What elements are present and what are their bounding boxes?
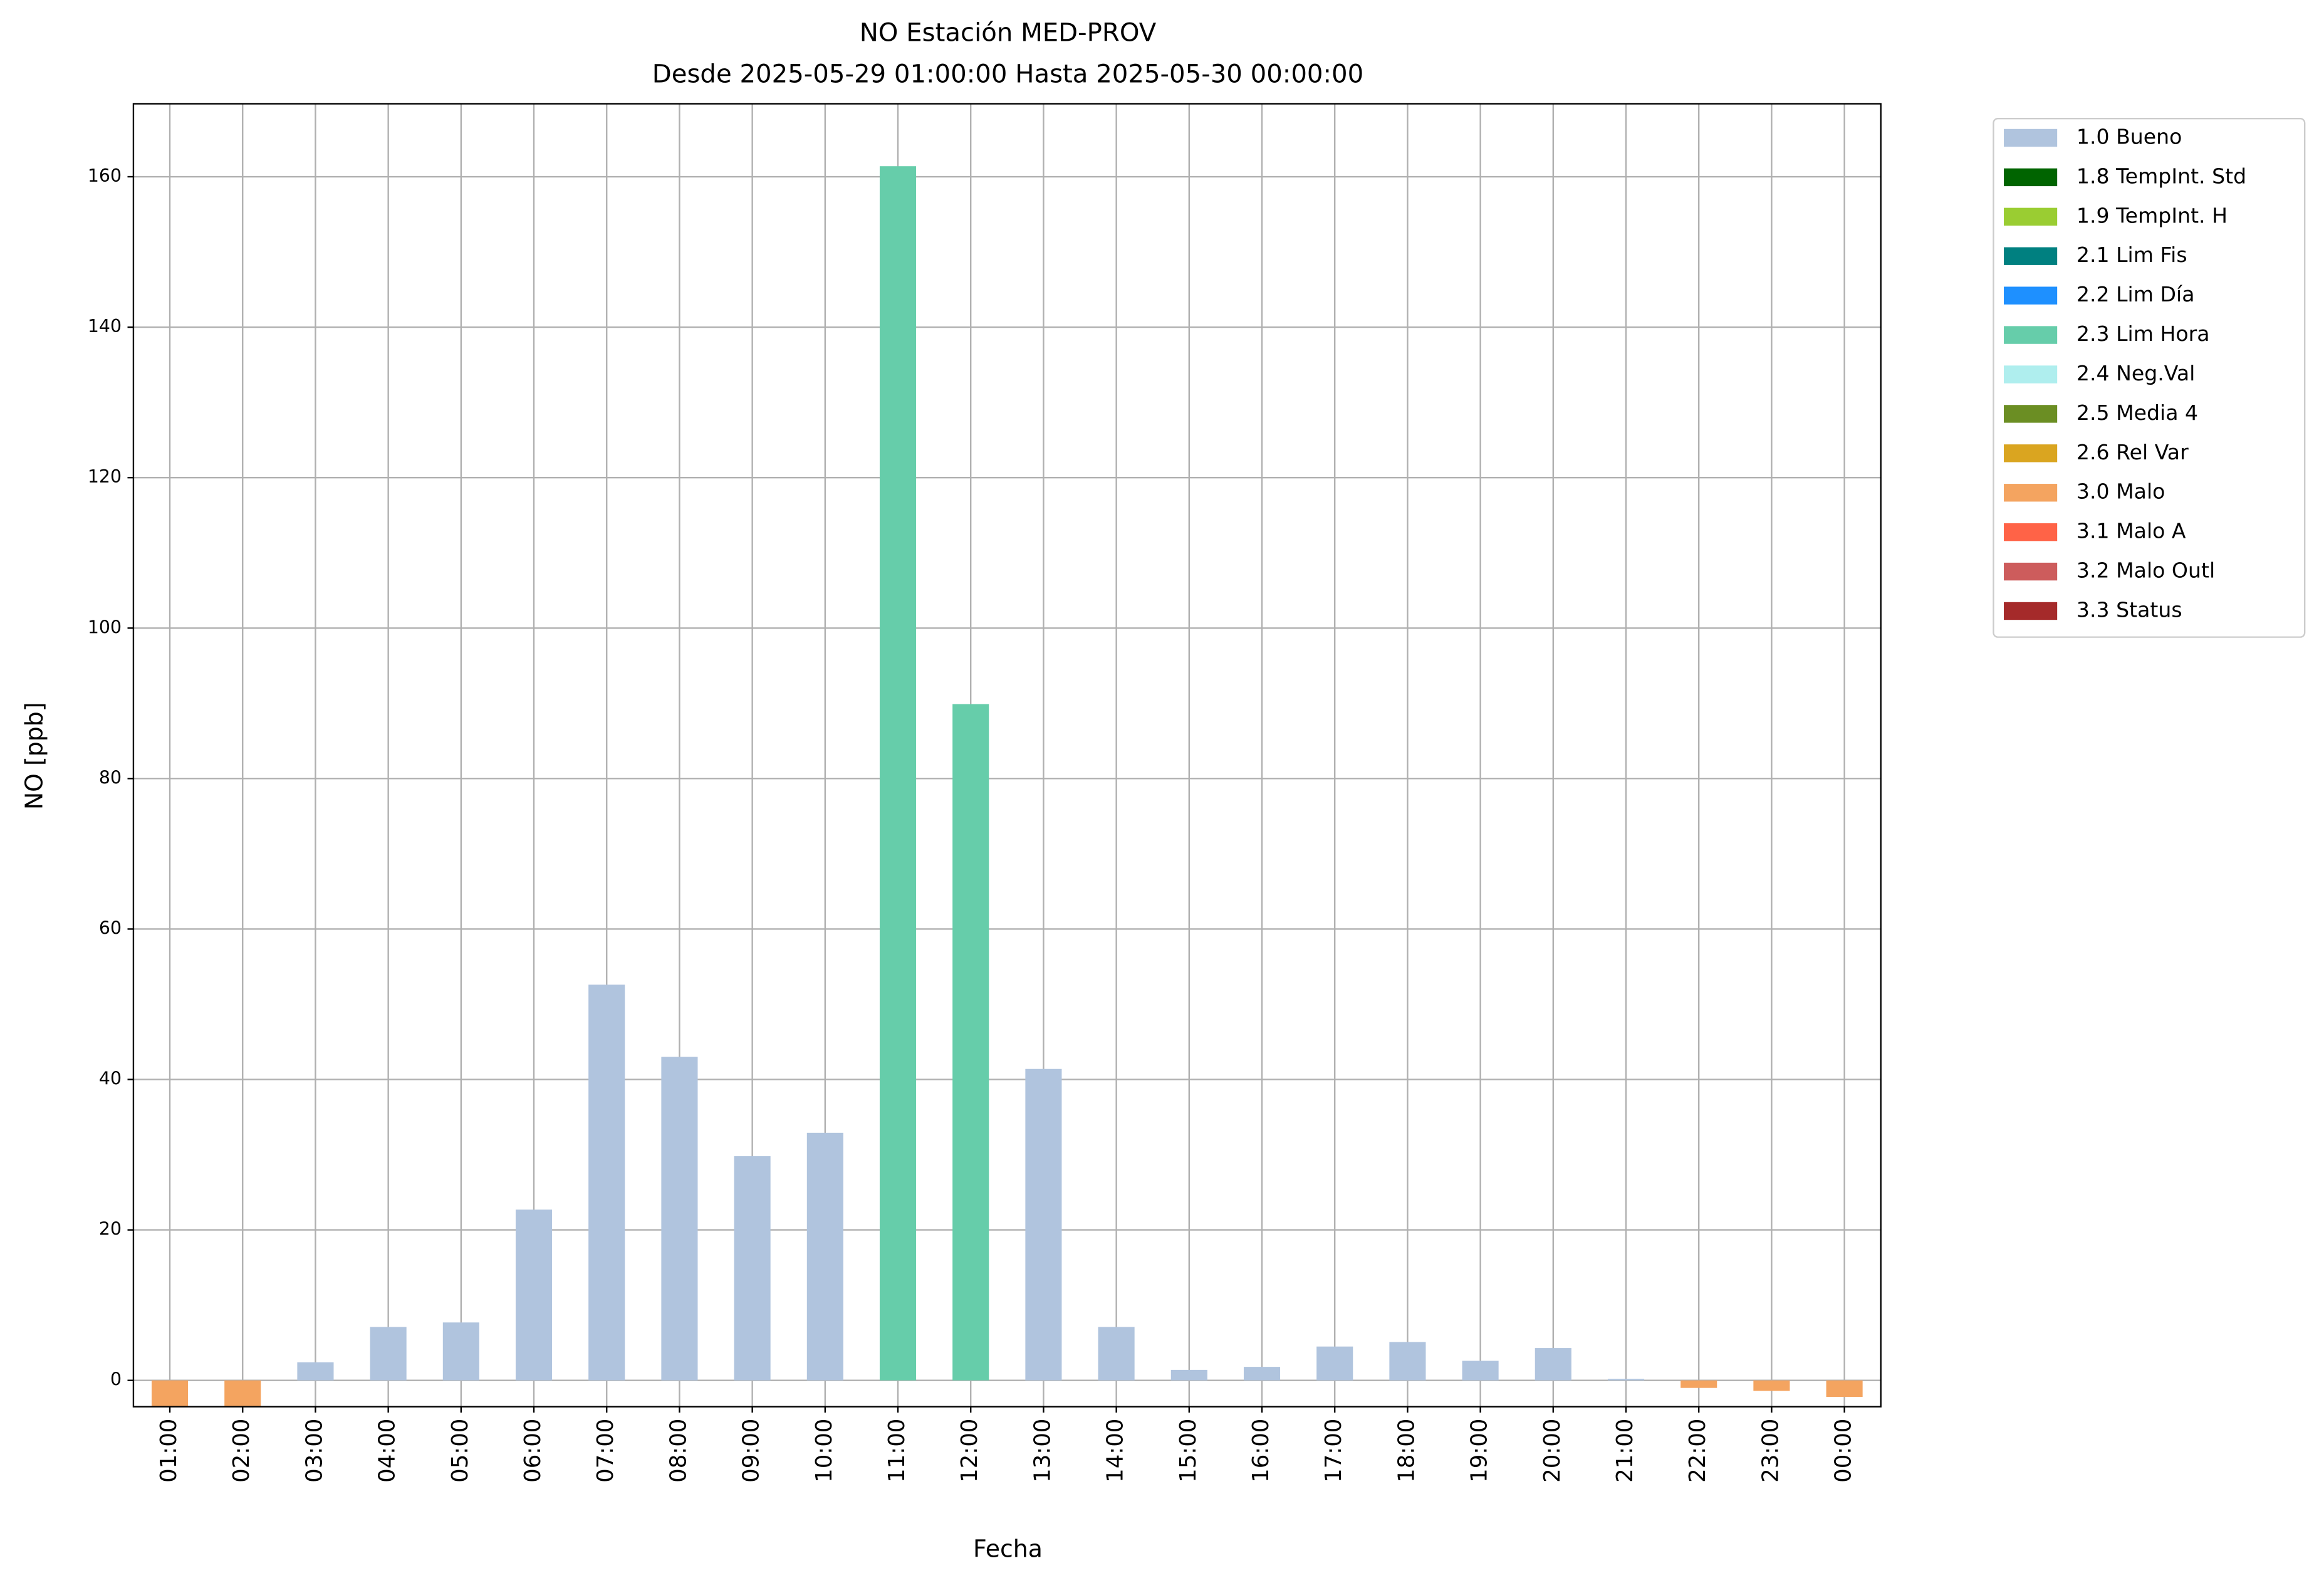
x-tick-label: 02:00 (229, 1419, 254, 1483)
ticks: 0 20 40 60 80 100 120 140 160 01:00 02:00 03:00 04:0… (88, 165, 1857, 1483)
bar (588, 985, 625, 1381)
x-tick-label: 08:00 (665, 1419, 691, 1483)
bar (806, 1132, 843, 1381)
grid (133, 103, 1881, 1407)
y-axis-label: NO [ppb] (20, 703, 48, 810)
x-tick-label: 00:00 (1831, 1419, 1857, 1483)
legend-label: 3.1 Malo A (2076, 519, 2186, 543)
bar (1462, 1361, 1499, 1381)
x-tick-label: 10:00 (811, 1419, 837, 1483)
legend: 1.0 Bueno 1.8 TempInt. Std 1.9 TempInt. H 2… (1993, 118, 2306, 638)
x-tick-label: 18:00 (1394, 1419, 1419, 1483)
legend-swatch (2004, 128, 2058, 147)
plot-frame (132, 103, 1882, 1408)
bar (151, 1380, 189, 1406)
x-axis-label: Fecha (973, 1535, 1043, 1563)
legend-swatch (2004, 484, 2058, 502)
x-tick-label: 11:00 (884, 1419, 910, 1483)
y-tick-label: 160 (88, 165, 122, 186)
bar (734, 1156, 771, 1381)
legend-label: 2.5 Media 4 (2076, 400, 2198, 425)
bar (952, 704, 989, 1381)
x-tick-label: 01:00 (156, 1419, 182, 1483)
legend-box (1993, 118, 2306, 638)
legend-swatch (2004, 405, 2058, 423)
x-tick-label: 12:00 (957, 1419, 982, 1483)
bar (370, 1327, 407, 1381)
legend-swatch (2004, 602, 2058, 620)
bar (879, 166, 917, 1381)
x-tick-label: 21:00 (1612, 1419, 1638, 1483)
x-tick-label: 14:00 (1103, 1419, 1128, 1483)
x-tick-label: 05:00 (447, 1419, 473, 1483)
legend-label: 3.3 Status (2076, 597, 2182, 622)
x-tick-label: 04:00 (375, 1419, 400, 1483)
y-tick-label: 140 (88, 316, 122, 337)
legend-swatch (2004, 562, 2058, 581)
bar (515, 1209, 553, 1381)
x-tick-label: 16:00 (1248, 1419, 1274, 1483)
bar (1753, 1380, 1790, 1391)
bar (1316, 1346, 1353, 1381)
y-tick-label: 20 (99, 1219, 122, 1240)
x-tick-label: 22:00 (1685, 1419, 1711, 1483)
x-tick-label: 03:00 (301, 1419, 327, 1483)
legend-label: 2.1 Lim Fis (2076, 243, 2187, 267)
legend-swatch (2004, 286, 2058, 305)
bar (442, 1322, 479, 1381)
y-tick-label: 40 (99, 1068, 122, 1089)
legend-label: 1.8 TempInt. Std (2076, 164, 2246, 188)
legend-swatch (2004, 326, 2058, 344)
y-tick-label: 100 (88, 617, 122, 637)
legend-swatch (2004, 207, 2058, 226)
chart-title: NO Estación MED-PROV (860, 18, 1157, 47)
bar (661, 1057, 698, 1381)
y-tick-label: 0 (110, 1369, 122, 1390)
bar (1025, 1068, 1062, 1381)
y-tick-label: 120 (88, 466, 122, 487)
legend-label: 3.2 Malo Outl (2076, 558, 2215, 583)
bar (1389, 1342, 1426, 1381)
chart-subtitle: Desde 2025-05-29 01:00:00 Hasta 2025-05-… (652, 60, 1363, 89)
x-tick-label: 23:00 (1758, 1419, 1783, 1483)
x-tick-label: 06:00 (520, 1419, 546, 1483)
x-tick-label: 20:00 (1540, 1419, 1565, 1483)
bars (151, 166, 1863, 1406)
legend-label: 1.9 TempInt. H (2076, 203, 2228, 227)
legend-label: 2.2 Lim Día (2076, 282, 2195, 306)
bar (224, 1380, 261, 1406)
bar (1098, 1327, 1135, 1381)
legend-swatch (2004, 247, 2058, 265)
legend-label: 2.3 Lim Hora (2076, 321, 2210, 346)
bar (1680, 1380, 1717, 1388)
bar (1535, 1348, 1571, 1381)
legend-label: 2.4 Neg.Val (2076, 361, 2195, 385)
legend-label: 1.0 Bueno (2076, 124, 2182, 149)
legend-swatch (2004, 523, 2058, 541)
x-tick-label: 17:00 (1321, 1419, 1347, 1483)
bar (1607, 1379, 1645, 1381)
x-tick-label: 07:00 (593, 1419, 618, 1483)
bar (297, 1362, 334, 1381)
x-tick-label: 09:00 (739, 1419, 764, 1483)
y-tick-label: 80 (99, 767, 122, 788)
legend-label: 3.0 Malo (2076, 479, 2165, 504)
y-tick-label: 60 (99, 917, 122, 938)
legend-swatch (2004, 168, 2058, 187)
legend-swatch (2004, 365, 2058, 384)
bar (1170, 1369, 1207, 1381)
legend-swatch (2004, 444, 2058, 462)
bar (1826, 1380, 1863, 1397)
x-tick-label: 15:00 (1175, 1419, 1201, 1483)
bar (1243, 1367, 1281, 1381)
legend-label: 2.6 Rel Var (2076, 440, 2189, 464)
x-tick-label: 13:00 (1029, 1419, 1055, 1483)
x-tick-label: 19:00 (1467, 1419, 1493, 1483)
